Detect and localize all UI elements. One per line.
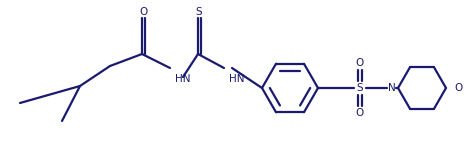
Text: HN: HN — [229, 74, 244, 84]
Text: S: S — [195, 7, 203, 17]
Text: S: S — [357, 83, 363, 93]
Text: O: O — [454, 83, 462, 93]
Text: N: N — [388, 83, 396, 93]
Text: HN: HN — [175, 74, 190, 84]
Text: O: O — [139, 7, 147, 17]
Text: O: O — [356, 58, 364, 68]
Text: O: O — [356, 108, 364, 118]
